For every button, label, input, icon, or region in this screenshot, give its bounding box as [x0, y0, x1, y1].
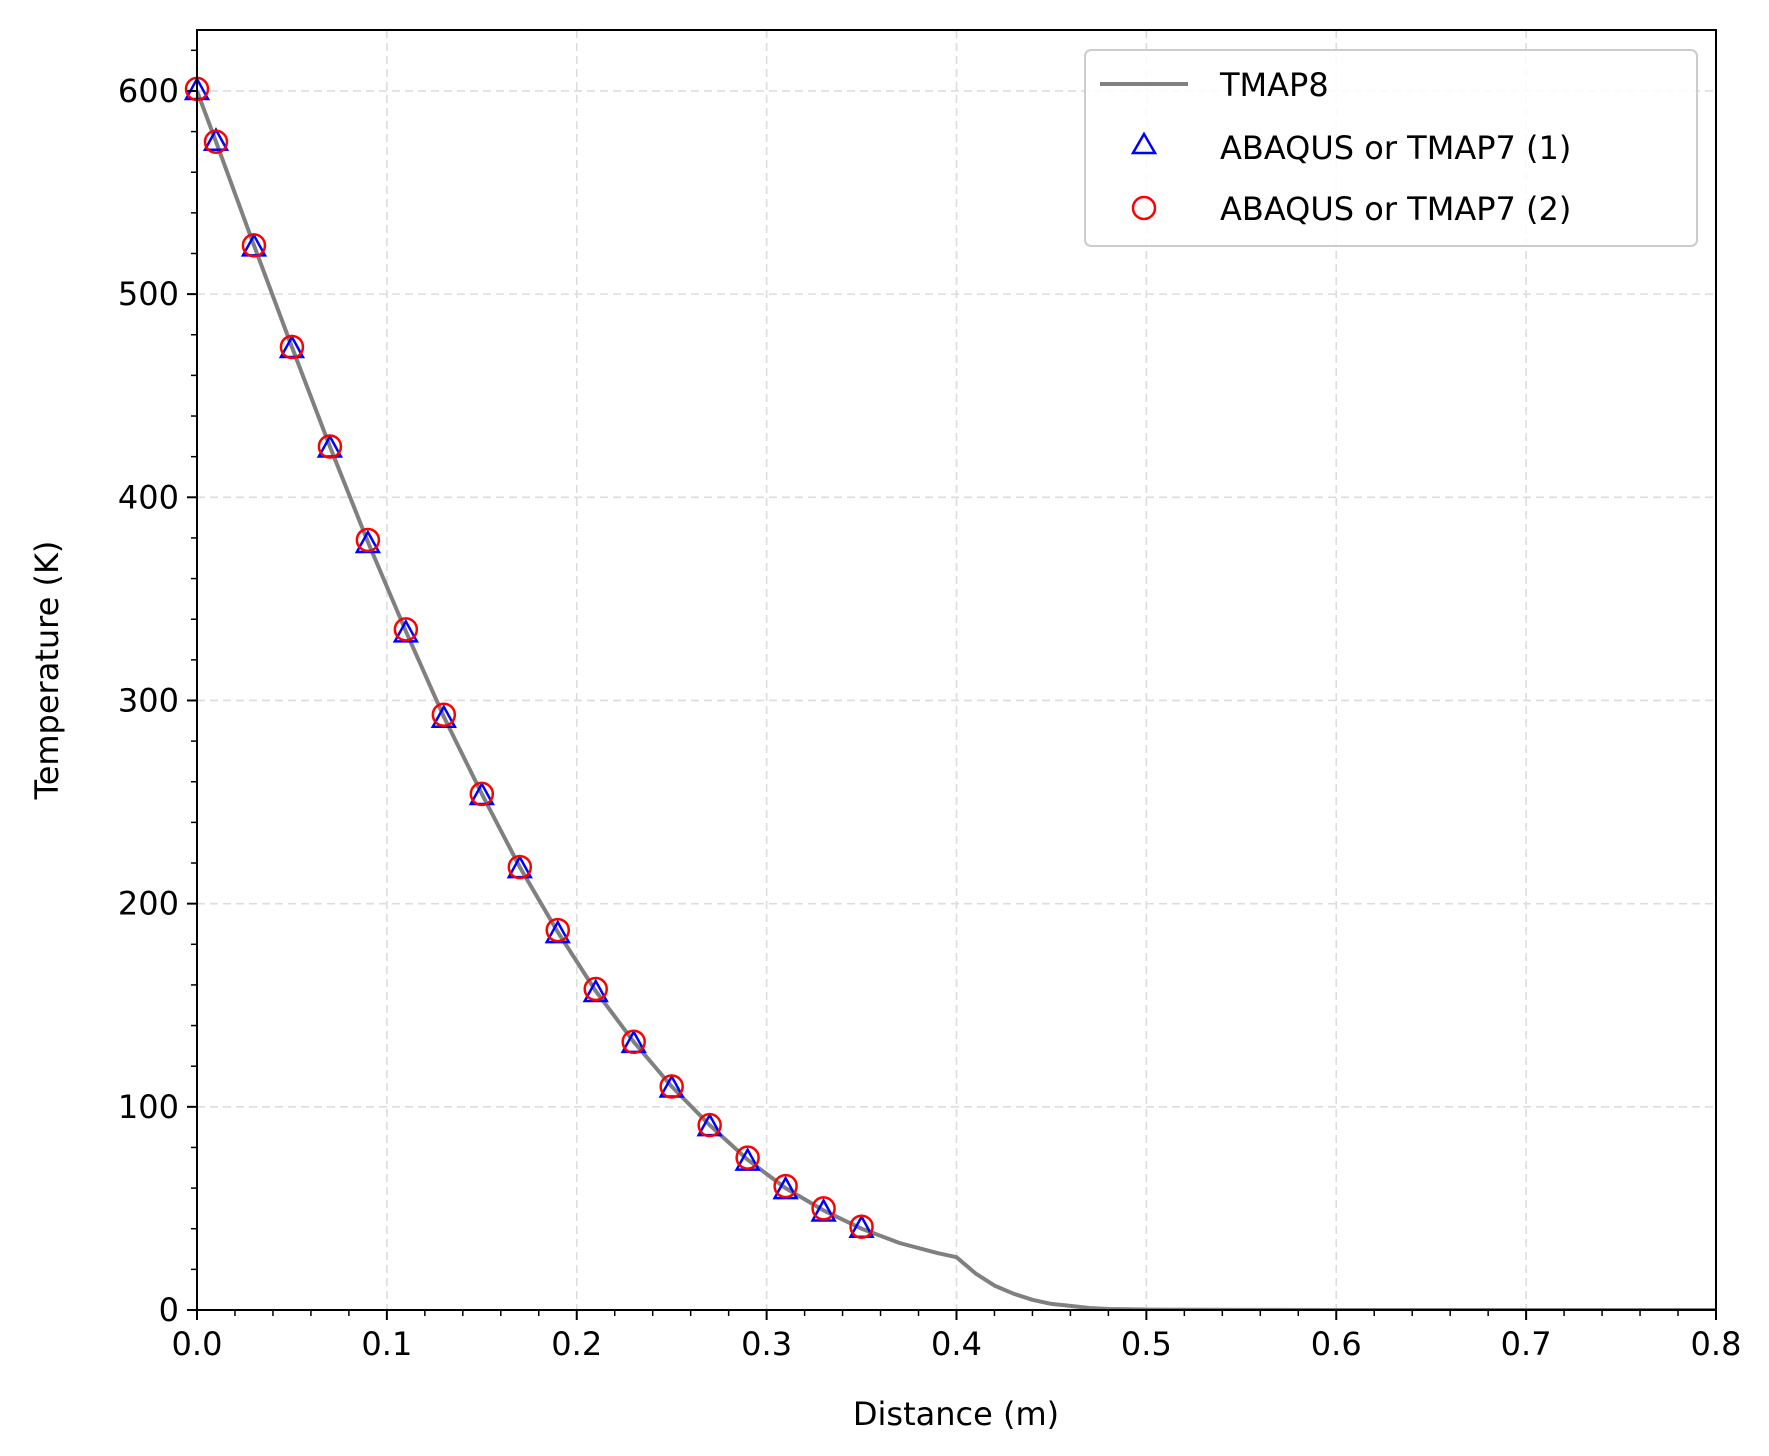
- legend-label-tmap8: TMAP8: [1219, 66, 1329, 104]
- x-tick-label: 0.0: [172, 1325, 223, 1363]
- legend: TMAP8 ABAQUS or TMAP7 (1) ABAQUS or TMAP…: [1084, 49, 1698, 247]
- x-axis: 0.0 0.1 0.2 0.3 0.4 0.5 0.6 0.7 0.8: [172, 1310, 1742, 1363]
- y-tick-label: 0: [159, 1291, 179, 1329]
- circle-point: [545, 917, 571, 943]
- line-layer: [197, 90, 1716, 1310]
- y-axis-label: Temperature (K): [28, 541, 66, 801]
- x-tick-label: 0.1: [361, 1325, 412, 1363]
- marker-layer: [183, 76, 875, 1239]
- circle-point: [811, 1196, 836, 1221]
- circle-point: [621, 1029, 646, 1055]
- circle-point: [241, 233, 267, 258]
- y-tick-label: 200: [118, 885, 179, 923]
- x-tick-label: 0.8: [1691, 1325, 1742, 1363]
- x-tick-label: 0.7: [1501, 1325, 1552, 1363]
- x-tick-label: 0.6: [1311, 1325, 1362, 1363]
- y-axis: 0 100 200 300 400 500 600: [118, 49, 197, 1329]
- circle-point: [773, 1173, 798, 1199]
- circle-point: [203, 129, 229, 154]
- plot-area: [183, 76, 1716, 1310]
- circle-point: [469, 781, 495, 807]
- y-tick-label: 300: [118, 681, 179, 719]
- circle-point: [393, 617, 419, 642]
- legend-box: [1084, 49, 1698, 247]
- x-tick-label: 0.3: [741, 1325, 792, 1363]
- circle-point: [431, 702, 457, 727]
- circle-point: [583, 976, 608, 1002]
- legend-label-abaqus-2: ABAQUS or TMAP7 (2): [1220, 190, 1571, 228]
- circle-point: [279, 334, 305, 360]
- circle-point: [507, 854, 533, 880]
- legend-swatch-abaqus-1: [1130, 131, 1158, 155]
- circle-point: [697, 1112, 722, 1138]
- circle-point: [355, 527, 381, 553]
- y-tick-label: 500: [118, 275, 179, 313]
- legend-swatch-abaqus-2: [1131, 195, 1157, 221]
- circle-point: [735, 1145, 760, 1170]
- circle-point: [659, 1074, 684, 1099]
- legend-label-abaqus-1: ABAQUS or TMAP7 (1): [1220, 129, 1571, 167]
- x-tick-label: 0.4: [931, 1325, 982, 1363]
- y-tick-label: 400: [118, 478, 179, 516]
- x-axis-label: Distance (m): [853, 1395, 1059, 1433]
- triangle-point: [202, 127, 230, 151]
- x-tick-label: 0.2: [551, 1325, 602, 1363]
- circle-point: [317, 434, 343, 459]
- series-line-tmap8: [197, 90, 1716, 1310]
- x-tick-label: 0.5: [1121, 1325, 1172, 1363]
- circle-point: [849, 1214, 874, 1239]
- y-tick-label: 100: [118, 1088, 179, 1126]
- y-tick-label: 600: [118, 72, 179, 110]
